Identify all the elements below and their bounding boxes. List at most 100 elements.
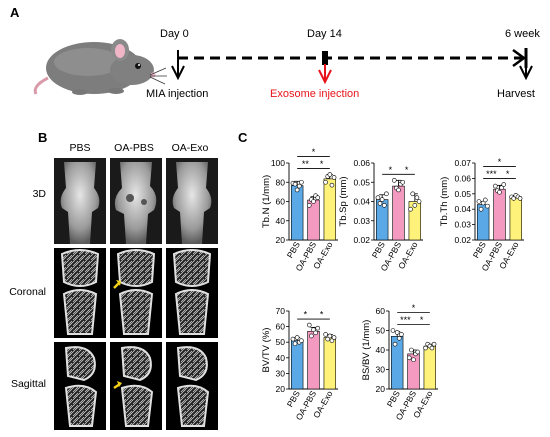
bar [307,330,320,390]
data-point [306,203,312,208]
significance-label: *** [400,315,411,325]
data-point [323,179,328,185]
y-tick-label: 0.06 [454,173,471,183]
data-point [381,203,387,208]
data-point [292,341,298,347]
y-tick-label: 70 [276,306,286,316]
significance-label: * [405,165,409,175]
data-point [482,197,488,203]
data-point [327,172,333,177]
panel-c-letter: C [238,130,248,145]
data-point [414,195,420,200]
y-tick-label: 50 [276,337,286,347]
y-tick-label: 0.03 [454,220,471,230]
significance-label: * [304,310,308,320]
timeline-exosome-label: Exosome injection [270,88,360,100]
data-point [331,175,337,180]
data-point [429,345,435,351]
panel-a-letter: A [10,5,20,20]
data-point [501,182,507,187]
row-label-sagittal: Sagittal [10,378,46,390]
row-label-coronal: Coronal [9,286,46,298]
y-tick-label: 0.04 [454,204,471,214]
data-point [294,335,300,340]
y-tick-label: 0.05 [454,189,471,199]
data-point [390,328,396,333]
y-tick-label: 40 [376,345,386,355]
data-point [423,345,428,351]
y-axis-label: BS/BV (1/mm) [361,320,372,381]
data-point [478,206,484,212]
data-point [499,185,504,190]
significance-label: *** [486,169,497,179]
data-point [331,335,337,340]
data-point [329,338,335,343]
mouse-illustration [33,39,167,95]
ct-coronal-pbs [54,248,106,338]
bar [423,345,437,390]
data-point [375,195,381,200]
bar [509,196,523,241]
data-point [406,355,412,361]
significance-label: * [412,303,416,313]
significance-label: * [320,310,324,320]
data-point [294,187,300,193]
timeline [171,48,533,85]
data-point [400,179,406,185]
y-axis-label: BV/TV (%) [261,328,272,373]
y-tick-label: 100 [271,158,285,168]
ct-coronal-oa-exo [166,248,218,338]
micro-ct-image-grid [54,158,218,430]
ct-3d-oa-exo [166,158,218,244]
significance-label: * [312,147,316,157]
data-point [511,196,517,201]
y-tick-label: 20 [376,384,386,394]
y-tick-label: 0.02 [454,235,471,245]
y-tick-label: 60 [376,306,386,316]
data-point [396,187,401,193]
timeline-day0-label: Day 0 [160,28,189,40]
data-point [415,349,421,355]
data-point [416,199,422,204]
data-point [497,189,502,195]
bar [323,337,337,390]
timeline-harvest-label: Harvest [497,88,535,100]
data-point [492,183,498,189]
panel-b-letter: B [38,130,48,145]
significance-label: * [498,157,502,167]
y-tick-label: 0.02 [353,235,370,245]
ct-sagittal-oa-pbs [110,342,162,430]
y-axis-label: Tb.Th (mm) [439,177,450,227]
y-tick-label: 20 [276,235,286,245]
y-tick-label: 80 [276,177,286,187]
y-tick-label: 0.07 [454,158,471,168]
y-tick-label: 50 [376,326,386,336]
data-point [290,336,296,342]
column-header-oa-pbs: OA-PBS [114,142,154,154]
y-tick-label: 0.06 [353,158,370,168]
y-tick-label: 20 [276,384,286,394]
ct-sagittal-pbs [54,342,106,430]
data-point [396,335,402,341]
data-point [299,179,304,185]
ct-sagittal-oa-exo [166,342,218,430]
data-point [325,336,331,342]
bar [392,185,405,241]
data-point [408,206,413,212]
data-point [391,178,397,183]
timeline-6week-label: 6 week [505,28,540,40]
data-point [409,347,414,353]
data-point [517,196,523,201]
column-header-pbs: PBS [69,142,91,154]
data-point [299,338,304,343]
data-point [485,203,490,209]
ct-coronal-oa-pbs [110,248,162,338]
column-header-oa-exo: OA-Exo [171,142,209,154]
data-point [412,203,418,208]
data-point [431,341,437,347]
y-tick-label: 0.04 [353,197,370,207]
significance-label: * [506,169,510,179]
